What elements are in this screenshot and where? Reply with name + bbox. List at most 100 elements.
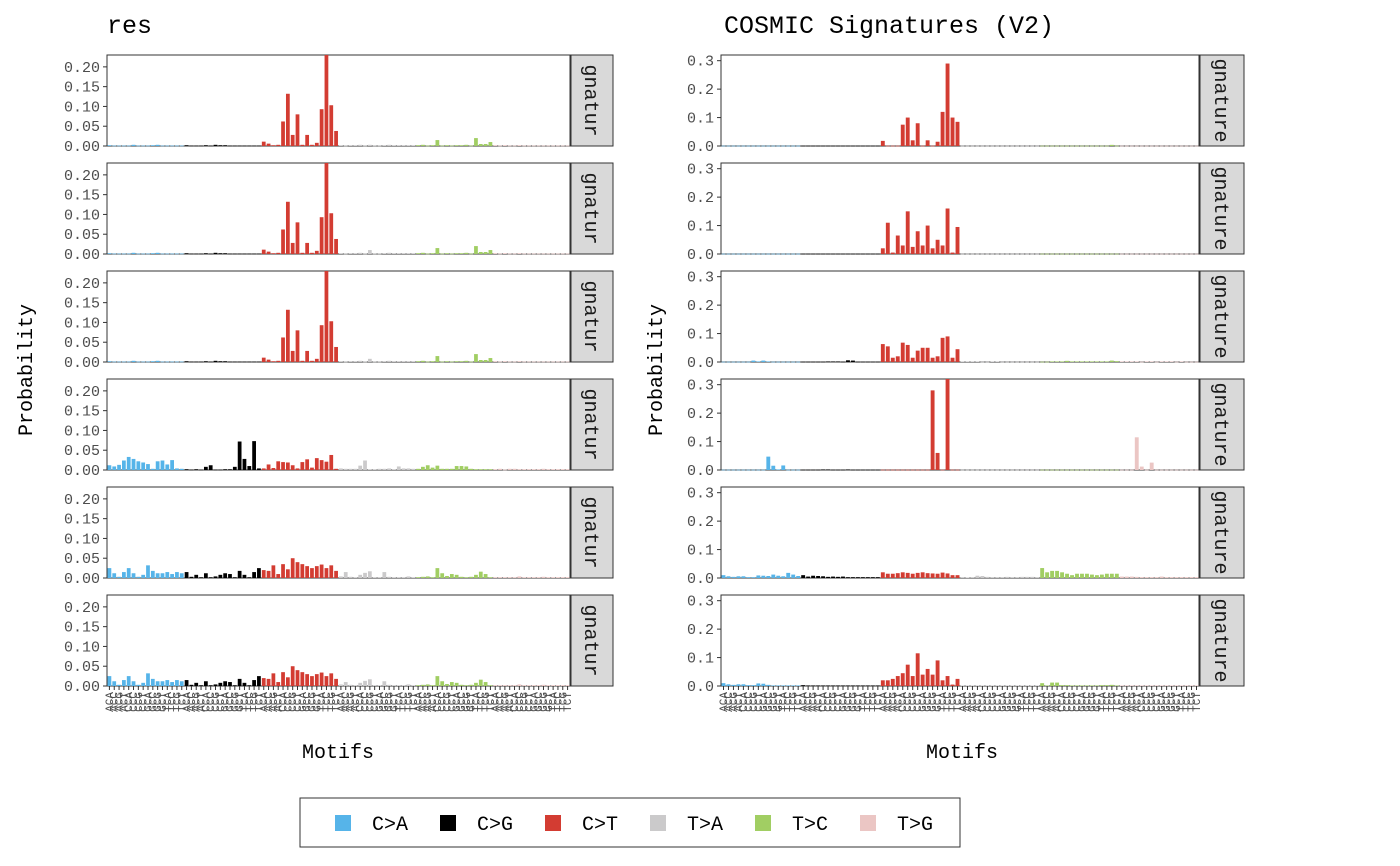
bar — [536, 577, 541, 578]
bar — [1119, 685, 1124, 687]
x-tick-label: GCT — [467, 692, 479, 712]
x-tick-label: ACC — [1043, 692, 1055, 712]
bar — [1139, 685, 1144, 687]
bar — [791, 469, 796, 471]
bar — [348, 361, 353, 362]
bar — [1129, 361, 1134, 363]
bar — [761, 145, 766, 147]
panel-frame — [106, 378, 571, 471]
bar — [493, 577, 498, 578]
bar — [334, 678, 338, 686]
y-tick-label: 0.2 — [687, 514, 714, 531]
bar — [865, 577, 870, 578]
bar — [141, 462, 146, 470]
bar — [826, 469, 830, 471]
bar — [1055, 253, 1060, 255]
bar — [945, 379, 950, 470]
bar — [1094, 575, 1099, 578]
bar — [1070, 253, 1074, 255]
bar — [131, 681, 136, 686]
bar — [507, 685, 512, 686]
bar — [995, 685, 1000, 687]
bar — [527, 685, 531, 686]
x-tick-label: TCT — [1192, 692, 1204, 712]
bar — [300, 144, 305, 146]
bar — [310, 568, 314, 578]
x-tick-label: GCA — [143, 692, 155, 712]
y-tick-label: 0.20 — [64, 384, 100, 401]
bar — [821, 361, 826, 363]
facet-strip-label: gnatur — [578, 388, 601, 460]
bar — [464, 252, 469, 254]
bar — [155, 252, 160, 254]
bar — [1090, 253, 1094, 255]
bar — [175, 253, 179, 255]
x-tick-label: GCG — [539, 692, 551, 712]
bar — [223, 145, 228, 146]
bar — [1020, 469, 1025, 471]
x-tick-label: ACT — [428, 692, 440, 712]
bar — [726, 145, 731, 147]
x-tick-label: CCG — [211, 692, 223, 712]
bar — [136, 461, 141, 470]
bar — [860, 361, 865, 363]
bar — [411, 361, 416, 362]
bar — [257, 253, 261, 255]
bar — [430, 685, 435, 686]
bar — [875, 361, 880, 363]
y-tick-label: 0.00 — [64, 571, 100, 588]
bar — [184, 361, 189, 362]
bar — [469, 253, 474, 255]
bar — [488, 358, 493, 362]
bar — [430, 467, 435, 470]
bar — [242, 253, 247, 255]
x-tick-label: ACC — [804, 692, 816, 712]
bar — [806, 253, 811, 255]
bar — [131, 252, 136, 254]
y-tick-label: 0.2 — [687, 190, 714, 207]
bar — [900, 124, 905, 146]
bar — [430, 253, 435, 254]
bar — [900, 469, 905, 471]
bar — [449, 574, 454, 578]
bar — [1085, 573, 1089, 578]
bar — [281, 121, 285, 146]
bar — [242, 458, 247, 470]
bar — [556, 145, 560, 147]
bar — [1055, 361, 1060, 363]
bar — [483, 252, 488, 254]
bar — [324, 55, 329, 146]
bar — [387, 684, 392, 686]
bar — [965, 577, 970, 579]
bar — [910, 140, 915, 146]
x-tick-label: CCA — [978, 692, 990, 712]
x-tick-label: TCC — [476, 692, 488, 712]
bar — [746, 145, 751, 147]
bar — [746, 253, 751, 255]
x-tick-label: CCA — [124, 692, 136, 712]
x-tick-label: CCA — [739, 692, 751, 712]
bar — [546, 469, 551, 470]
bar — [213, 360, 218, 362]
bar — [517, 361, 522, 362]
x-tick-label: TCA — [471, 692, 483, 712]
x-tick-label: ACC — [724, 692, 736, 712]
y-tick-label: 0.0 — [687, 571, 714, 588]
bar — [900, 342, 905, 362]
bar — [980, 685, 985, 687]
bar — [1015, 577, 1020, 578]
bar — [257, 568, 261, 578]
bar — [816, 469, 821, 471]
bar — [517, 469, 522, 470]
bar — [776, 575, 781, 578]
bar — [1184, 685, 1189, 687]
bar — [1094, 685, 1099, 687]
bar — [855, 145, 860, 147]
bar — [935, 660, 940, 686]
bar — [846, 145, 850, 147]
bar — [935, 573, 940, 578]
x-tick-label: GCC — [225, 692, 237, 712]
bar — [1149, 145, 1154, 147]
x-tick-label: ACA — [958, 692, 970, 712]
bar — [885, 145, 890, 147]
